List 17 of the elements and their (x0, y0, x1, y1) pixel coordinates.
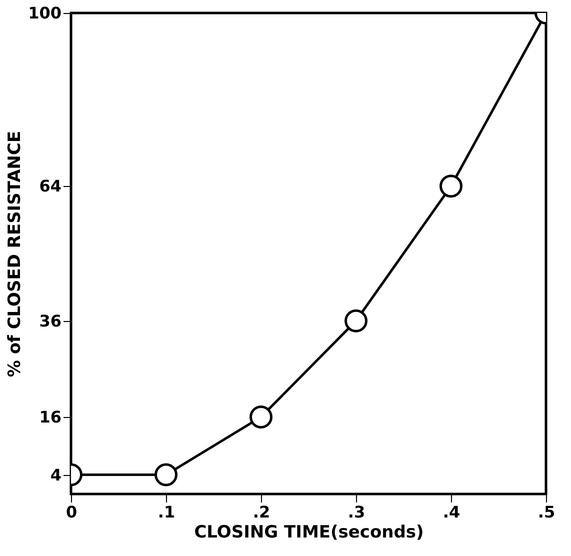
x-tick-label: .5 (538, 502, 556, 522)
x-tick-label: .3 (348, 502, 366, 522)
point (344, 309, 368, 332)
point (154, 463, 178, 486)
y-tick-label: 36 (39, 311, 62, 330)
y-tick-label: 16 (39, 408, 62, 427)
y-tick-label: 100 (28, 4, 62, 22)
point (250, 406, 272, 429)
y-axis-title: % of CLOSED RESISTANCE (5, 130, 26, 378)
x-tick-label: .1 (158, 502, 176, 522)
x-tick-label: 0 (66, 502, 78, 522)
x-tick-label: .2 (252, 502, 270, 522)
x-axis-title: CLOSING TIME(seconds) (194, 522, 424, 542)
y-tick-label: 4 (50, 465, 62, 484)
y-tick-label: 64 (39, 176, 62, 196)
point (440, 174, 462, 198)
x-tick-label: .4 (442, 502, 460, 522)
